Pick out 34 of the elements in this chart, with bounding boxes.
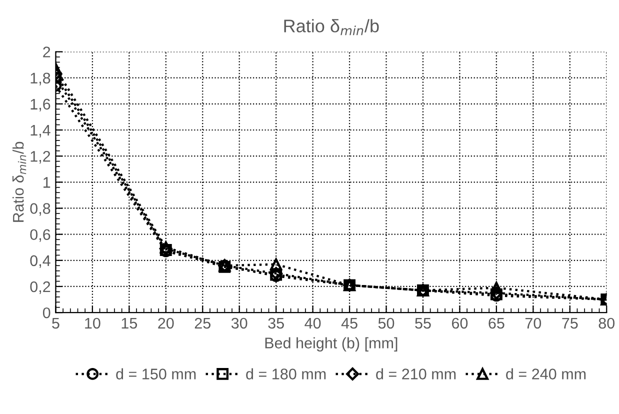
x-tick-label: 45 [341,318,358,329]
y-tick-label: 1,6 [30,98,50,112]
legend-label: d = 210 mm [376,368,456,380]
x-tick-label: 25 [194,318,210,329]
x-axis-title: Bed height (b) [mm] [265,337,398,352]
x-tick-label: 5 [52,318,60,329]
x-tick-label: 80 [598,318,615,329]
y-tick-label: 0,8 [30,203,50,216]
y-tick-label: 1,2 [30,150,50,164]
x-tick-label: 55 [415,318,431,329]
x-tick-label: 70 [525,318,542,329]
legend-label: d = 240 mm [506,368,586,380]
y-tick-label: 2 [43,46,50,58]
y-axis-title: Ratio δ$_{min}$/b [12,142,26,222]
x-tick-label: 50 [378,318,394,329]
x-tick-label: 40 [304,318,321,329]
y-tick-label: 1,8 [30,72,50,86]
y-tick-label: 0 [42,307,50,318]
legend-label: d = 180 mm [246,368,326,380]
chart-title: Ratio δ$_{min}$/b [284,19,379,36]
legend-label: d = 150 mm [116,368,196,380]
y-tick-label: 0,4 [30,255,50,268]
x-tick-label: 65 [488,318,504,329]
x-tick-label: 30 [231,318,248,329]
x-tick-label: 20 [158,318,174,329]
y-tick-label: 1,4 [30,125,50,138]
x-tick-label: 10 [85,318,100,329]
x-tick-label: 35 [268,318,284,329]
x-tick-label: 75 [562,318,578,329]
x-tick-label: 15 [122,318,138,329]
y-tick-label: 1 [44,177,50,188]
x-tick-label: 60 [452,318,468,329]
y-tick-label: 0,6 [30,229,50,242]
y-tick-label: 0,2 [30,281,50,294]
